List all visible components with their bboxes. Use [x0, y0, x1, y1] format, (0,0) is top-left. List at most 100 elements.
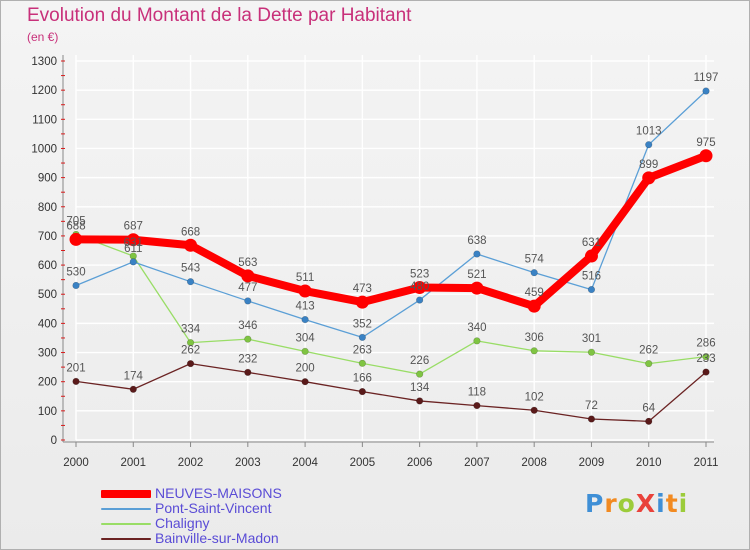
legend: NEUVES-MAISONS Pont-Saint-Vincent Chaligny… [101, 486, 361, 548]
data-label: 346 [238, 320, 257, 332]
y-tick-label: 1200 [31, 85, 57, 97]
data-point [530, 347, 538, 355]
data-label: 174 [124, 370, 144, 382]
x-tick-label: 2006 [407, 457, 433, 469]
data-label: 340 [467, 322, 486, 334]
data-label: 352 [353, 318, 372, 330]
data-label: 262 [181, 345, 200, 357]
data-label: 413 [295, 301, 314, 313]
data-point [301, 378, 309, 386]
data-label: 201 [66, 362, 85, 374]
data-label: 263 [353, 344, 372, 356]
data-point [642, 171, 656, 185]
legend-swatch [101, 490, 151, 498]
data-point [301, 347, 309, 355]
data-label: 226 [410, 355, 429, 367]
data-point [413, 281, 427, 295]
data-point [244, 335, 252, 343]
legend-label: NEUVES-MAISONS [155, 485, 282, 501]
data-label: 262 [639, 345, 658, 357]
data-point [186, 360, 195, 368]
legend-label: Pont-Saint-Vincent [155, 500, 272, 516]
x-tick-label: 2009 [579, 457, 605, 469]
y-tick-label: 600 [38, 260, 57, 272]
data-label: 574 [525, 254, 545, 266]
legend-swatch [101, 523, 151, 525]
data-label: 543 [181, 263, 200, 275]
data-point [241, 269, 255, 283]
data-point [702, 87, 710, 95]
data-label: 523 [410, 269, 429, 281]
x-tick-label: 2008 [521, 457, 547, 469]
data-label: 301 [582, 333, 601, 345]
data-point [301, 315, 309, 324]
data-label: 306 [525, 332, 544, 344]
logo-letter: o [617, 489, 636, 518]
data-label: 118 [468, 387, 486, 399]
data-label: 459 [525, 287, 544, 299]
data-point [184, 238, 198, 252]
data-point [587, 348, 596, 356]
y-tick-label: 400 [38, 318, 57, 330]
unit-label: (en €) [27, 30, 59, 44]
data-label: 72 [585, 400, 598, 412]
data-labels-3: 201 174 262 232 200 166 134 118 102 72 64 233 [66, 345, 715, 415]
data-point [416, 397, 424, 405]
y-tick-label: 1000 [31, 143, 57, 155]
logo-letter: X [635, 489, 657, 518]
series-line [75, 233, 707, 375]
data-point [186, 339, 195, 347]
x-tick-label: 2002 [178, 457, 204, 469]
data-label: 134 [410, 382, 430, 394]
data-label: 530 [66, 266, 85, 278]
legend-swatch [101, 508, 151, 510]
data-point [645, 417, 653, 425]
series-0 [69, 149, 713, 313]
data-point [72, 281, 80, 290]
data-label: 334 [181, 324, 201, 336]
data-label: 1013 [636, 126, 662, 138]
data-label: 975 [696, 137, 715, 149]
x-tick-label: 2000 [63, 457, 89, 469]
y-tick-label: 1100 [32, 114, 57, 126]
data-point [470, 281, 484, 295]
data-label: 511 [296, 272, 314, 284]
data-label: 473 [353, 283, 372, 295]
logo-letter: i [656, 489, 666, 518]
y-tick-label: 800 [38, 202, 57, 214]
data-label: 705 [66, 215, 85, 227]
logo-letter: P [585, 489, 605, 518]
logo-letter: r [604, 489, 618, 518]
data-label: 64 [642, 402, 655, 414]
grid [75, 55, 714, 441]
data-point [416, 370, 424, 378]
data-point [186, 278, 195, 286]
y-tick-label: 300 [38, 348, 57, 360]
data-point [530, 269, 538, 277]
logo-letter: i [678, 489, 689, 518]
data-label: 286 [696, 338, 715, 350]
data-label: 563 [238, 257, 257, 269]
data-point [702, 368, 710, 376]
data-labels-2: 705 631 334 346 304 263 226 340 306 301 262 286 [66, 215, 715, 367]
data-label: 200 [295, 363, 314, 375]
data-label: 687 [124, 221, 143, 233]
data-point [298, 284, 312, 298]
data-point [699, 149, 713, 163]
data-label: 1197 [694, 72, 719, 84]
legend-label: Bainville-sur-Madon [155, 530, 279, 546]
legend-label: Chaligny [155, 515, 210, 531]
data-labels-0: 688 687 668 563 511 473 523 521 459 631 899 975 [66, 137, 715, 299]
data-point [702, 353, 710, 361]
data-point [69, 232, 83, 246]
y-tick-label: 100 [38, 406, 57, 418]
series-2 [72, 230, 710, 378]
logo-letter: t [665, 489, 679, 518]
data-point [473, 401, 481, 410]
data-label: 631 [582, 237, 601, 249]
y-tick-label: 0 [51, 435, 57, 447]
data-point [72, 377, 80, 386]
data-label: 631 [124, 237, 143, 249]
